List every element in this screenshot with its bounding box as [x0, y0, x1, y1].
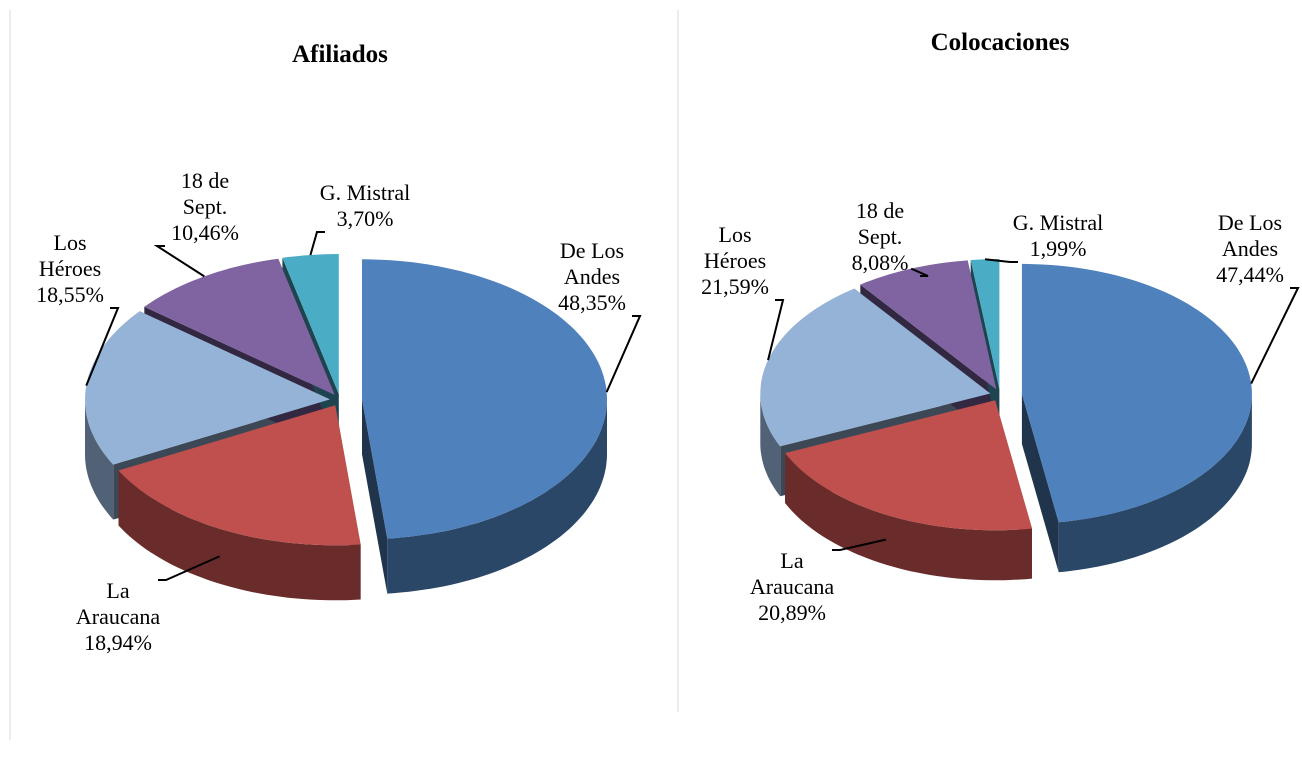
value-label: 21,59%: [701, 274, 769, 299]
leader-line: [158, 555, 221, 581]
value-label: 10,46%: [171, 220, 239, 245]
leader-line: [832, 538, 887, 551]
value-label: 8,08%: [852, 250, 909, 275]
chart-title: Afiliados: [292, 41, 388, 68]
leader-line: [1250, 287, 1300, 384]
category-label: De Los Andes: [1218, 210, 1282, 261]
category-label: 18 de Sept.: [856, 198, 904, 249]
value-label: 48,35%: [558, 290, 626, 315]
leader-line: [984, 258, 1018, 263]
leader-line: [309, 231, 325, 256]
slice: [1021, 263, 1252, 523]
value-label: 18,94%: [84, 630, 152, 655]
slice: [85, 311, 330, 465]
value-label: 20,89%: [758, 600, 826, 625]
slice: [970, 259, 1000, 389]
slice: [282, 254, 339, 394]
category-label: G. Mistral: [320, 180, 410, 205]
slice-wall: [85, 399, 114, 520]
chart-title: Colocaciones: [931, 29, 1070, 56]
slice: [118, 405, 361, 546]
leader-line: [85, 307, 120, 387]
category-label: G. Mistral: [1013, 210, 1103, 235]
slice-wall: [1058, 393, 1252, 573]
slice: [144, 258, 335, 395]
slice-side: [362, 399, 388, 594]
category-label: La Araucana: [76, 578, 161, 629]
leader-line: [153, 245, 205, 278]
slice-wall: [760, 393, 781, 497]
slice: [362, 259, 607, 539]
slice-wall: [118, 470, 361, 601]
value-label: 3,70%: [337, 206, 394, 231]
value-label: 18,55%: [36, 282, 104, 307]
category-label: Los Héroes: [39, 230, 101, 281]
value-label: 47,44%: [1216, 262, 1284, 287]
slice: [860, 260, 997, 390]
slice-wall: [387, 399, 607, 594]
category-label: 18 de Sept.: [181, 168, 229, 219]
leader-line: [605, 315, 642, 393]
value-label: 1,99%: [1030, 236, 1087, 261]
slice-side: [1021, 393, 1059, 573]
slice: [785, 400, 1032, 531]
leader-line: [910, 267, 929, 277]
leader-line: [767, 299, 785, 361]
category-label: Los Héroes: [704, 222, 766, 273]
category-label: La Araucana: [750, 548, 835, 599]
category-label: De Los Andes: [560, 238, 624, 289]
slice: [760, 288, 991, 447]
